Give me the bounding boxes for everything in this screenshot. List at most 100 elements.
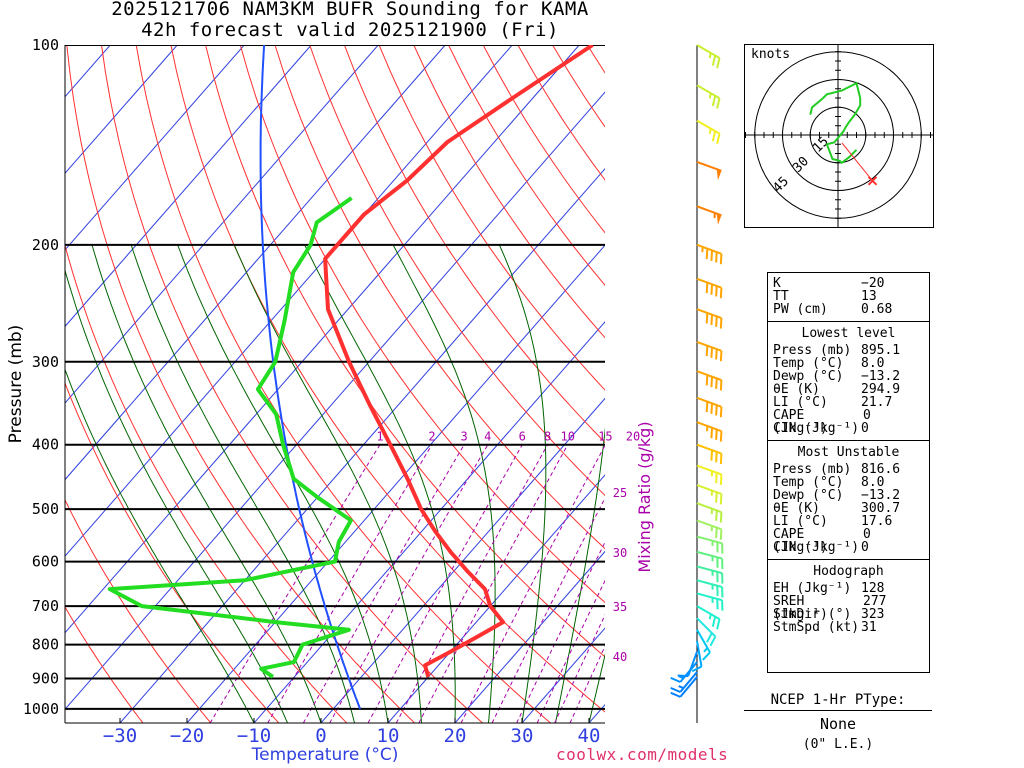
y-tick-label: 1000 xyxy=(23,700,59,718)
wind-barb-feather xyxy=(716,57,721,69)
ptype-label: NCEP 1-Hr PType: xyxy=(744,692,932,711)
index-label: θE (K) xyxy=(773,382,820,397)
wind-barb-half-feather xyxy=(678,685,684,690)
wind-barb-feather xyxy=(702,651,711,661)
mixing-ratio-label: 20 xyxy=(626,430,640,444)
moist-adiabat-line xyxy=(177,244,389,723)
mixing-ratio-label: 6 xyxy=(519,430,526,444)
index-row: Press (mb) 816.6 xyxy=(768,463,929,476)
wind-barb-shaft xyxy=(696,308,722,320)
wind-barb xyxy=(696,550,724,570)
hodograph-panel: 15 30 45 knots xyxy=(744,44,934,228)
wind-barb-feather xyxy=(716,98,721,109)
wind-barb xyxy=(696,519,723,540)
wind-barb xyxy=(696,464,723,485)
wind-barb xyxy=(696,44,721,69)
credit-link[interactable]: coolwx.com/models xyxy=(556,745,729,764)
moist-adiabat-line xyxy=(392,244,496,723)
index-value: −13.2 xyxy=(861,488,901,503)
wind-barb xyxy=(696,84,721,109)
moist-adiabat-line xyxy=(588,653,605,723)
dry-adiabat-line xyxy=(170,45,605,713)
isotherm-line xyxy=(387,474,605,723)
wind-barb-feather xyxy=(716,618,721,630)
index-label: Dewp (°C) xyxy=(773,369,844,384)
wind-barb-flag xyxy=(716,169,722,181)
index-value: 323 xyxy=(861,607,885,622)
wind-barb xyxy=(696,535,724,554)
dry-adiabat-line xyxy=(343,45,605,444)
wind-barb-feather xyxy=(719,474,723,485)
wind-barb-shaft xyxy=(696,277,722,289)
index-label: SREH (Jkg⁻¹) xyxy=(773,594,828,622)
index-value: 13 xyxy=(861,289,877,304)
dry-adiabat-line xyxy=(101,45,483,723)
wind-barb xyxy=(696,629,711,661)
ptype-accum: (0" L.E.) xyxy=(802,737,874,752)
index-row: CAPE (Jkg⁻¹) 0 xyxy=(768,528,929,554)
index-row: LI (°C) 17.6 xyxy=(768,515,929,528)
hodograph-list: EH (Jkg⁻¹) 128 SREH (Jkg⁻¹) 277 StmDir (°) 32… xyxy=(768,582,929,634)
y-tick-label: 400 xyxy=(32,436,59,454)
moist-adiabat-line xyxy=(65,268,288,723)
wind-barb-half-feather xyxy=(708,52,712,59)
wind-barb-shaft xyxy=(696,519,722,531)
wind-barb xyxy=(696,160,722,181)
dry-adiabat-line xyxy=(65,498,212,723)
y-tick-label: 800 xyxy=(32,636,59,654)
index-row: CAPE (Jkg⁻¹) 0 xyxy=(768,409,929,435)
lowest-level-title: Lowest level xyxy=(801,326,896,341)
wind-barb-feather xyxy=(715,492,718,503)
isotherm-line xyxy=(65,45,178,175)
y-tick-label: 600 xyxy=(32,553,59,571)
dry-adiabat-line xyxy=(378,45,605,391)
storm-motion-vector xyxy=(841,142,873,182)
wind-barb-feather xyxy=(670,686,681,693)
wind-barb-feather xyxy=(719,287,723,299)
wind-barb-half-feather xyxy=(708,93,712,99)
moist-adiabat-line xyxy=(233,244,422,723)
most-unstable-title: Most Unstable xyxy=(797,445,900,460)
wind-barb-feather xyxy=(719,493,723,505)
indices-panel: K −20 TT 13 PW (cm) 0.68 Lowest level Press (… xyxy=(767,272,930,673)
ptype-panel: NCEP 1-Hr PType: None (0" L.E.) xyxy=(744,692,932,752)
index-row: Press (mb) 895.1 xyxy=(768,344,929,357)
dry-adiabat-line xyxy=(65,381,280,723)
dry-adiabat-line xyxy=(135,45,551,723)
index-label: Dewp (°C) xyxy=(773,488,844,503)
hodograph-ring-label: 45 xyxy=(770,174,792,196)
wind-barb-shaft xyxy=(696,84,721,100)
index-label: θE (K) xyxy=(773,501,820,516)
index-value: 300.7 xyxy=(861,501,901,516)
index-value: 294.9 xyxy=(861,382,901,397)
isotherm-line xyxy=(65,45,312,328)
mixing-ratio-label: 40 xyxy=(613,650,627,664)
hodograph-ring-label: 30 xyxy=(790,154,812,176)
wind-barb-feather xyxy=(706,632,713,643)
wind-barb-feather xyxy=(719,529,723,540)
wind-barb-feather xyxy=(705,282,709,294)
wind-barb-feather xyxy=(710,450,714,461)
mixing-ratio-line xyxy=(418,444,569,723)
y-axis-label: Pressure (mb) xyxy=(6,325,26,444)
mixing-ratio-label: 4 xyxy=(484,430,491,444)
index-label: EH (Jkg⁻¹) xyxy=(773,581,852,596)
wind-barb-shaft xyxy=(696,443,722,455)
mixing-ratio-label: 2 xyxy=(428,430,435,444)
wind-barb-shaft xyxy=(679,676,698,698)
mixing-ratio-label: 25 xyxy=(613,486,627,500)
storm-motion-marker xyxy=(867,176,878,186)
mixing-ratio-line xyxy=(209,444,381,723)
index-row: CIN (Jkg⁻¹) 0 xyxy=(768,422,929,435)
dry-adiabat-line xyxy=(413,45,605,339)
hodograph-units: knots xyxy=(751,47,791,62)
moist-adiabat-line xyxy=(91,244,322,723)
wind-barb-shaft xyxy=(696,550,723,560)
dry-adiabat-line xyxy=(274,45,605,550)
wind-barb xyxy=(696,605,721,630)
isotherm-line xyxy=(65,45,379,404)
mixing-ratio-line xyxy=(395,444,549,723)
wind-barb-feather xyxy=(705,312,709,324)
wind-barb-feather xyxy=(710,403,714,414)
